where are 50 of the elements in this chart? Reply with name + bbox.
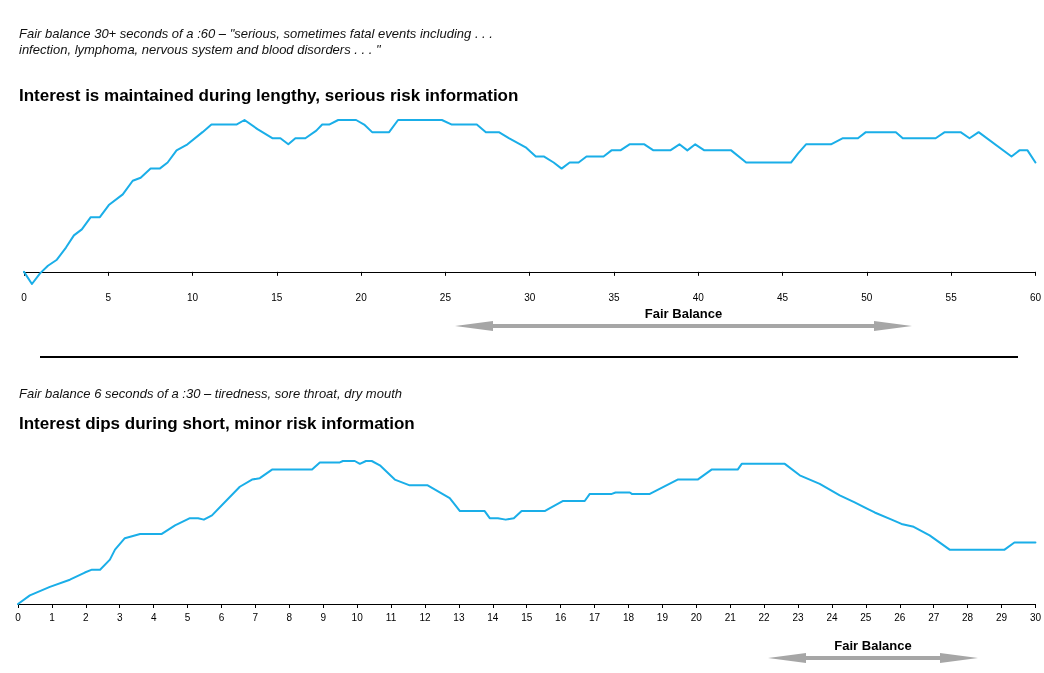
x-tick-label: 8 (286, 611, 293, 623)
x-tick-label: 25 (860, 611, 872, 623)
x-tick-label: 45 (777, 291, 789, 303)
x-tick-label: 19 (656, 611, 669, 623)
x-tick-label: 2 (83, 611, 90, 623)
x-tick-label: 27 (928, 611, 940, 623)
x-tick-label: 7 (252, 611, 259, 623)
x-tick-label: 1 (49, 611, 56, 623)
x-tick-label: 13 (453, 611, 465, 623)
chart-title: Interest is maintained during lengthy, serious risk information (19, 86, 519, 105)
x-tick-label: 20 (355, 291, 368, 303)
x-tick-label: 35 (608, 291, 620, 303)
chart-title: Interest dips during short, minor risk information (19, 414, 415, 433)
x-tick-label: 16 (555, 611, 567, 623)
x-tick-label: 3 (116, 611, 123, 623)
x-tick-label: 60 (1029, 291, 1042, 303)
x-tick-label: 4 (150, 611, 157, 623)
x-tick-label: 26 (894, 611, 906, 623)
x-tick-label: 11 (385, 611, 397, 623)
x-tick-label: 9 (320, 611, 327, 623)
x-tick-label: 5 (105, 291, 112, 303)
x-tick-label: 18 (622, 611, 635, 623)
x-tick-label: 55 (945, 291, 958, 303)
text: Fair Balance (833, 638, 913, 653)
x-tick-label: 29 (995, 611, 1008, 623)
x-tick-label: 24 (826, 611, 838, 623)
text: Fair Balance (643, 306, 724, 321)
x-tick-label: 0 (21, 291, 28, 303)
x-tick-label: 12 (419, 611, 431, 623)
x-tick-label: 10 (187, 291, 199, 303)
x-tick-label: 14 (487, 611, 499, 623)
chart-subtitle: Fair balance 30+ seconds of a :60 – "serious, sometimes fatal events including . . . infection, lymphoma, nervous system and blood disorders . . . " (19, 25, 493, 57)
x-tick-label: 0 (15, 611, 22, 623)
x-tick-label: 17 (588, 611, 601, 623)
x-tick-label: 21 (724, 611, 737, 623)
x-tick-label: 23 (792, 611, 805, 623)
x-tick-label: 15 (271, 291, 283, 303)
x-tick-label: 50 (861, 291, 873, 303)
x-tick-label: 30 (1029, 611, 1042, 623)
chart-subtitle: Fair balance 6 seconds of a :30 – tiredness, sore throat, dry mouth (19, 385, 402, 401)
x-tick-label: 22 (758, 611, 771, 623)
x-tick-label: 28 (962, 611, 974, 623)
x-tick-label: 25 (439, 291, 452, 303)
x-tick-label: 15 (521, 611, 533, 623)
x-tick-label: 6 (218, 611, 225, 623)
x-tick-label: 30 (524, 291, 536, 303)
x-tick-label: 20 (690, 611, 703, 623)
x-tick-label: 40 (692, 291, 705, 303)
x-tick-label: 10 (351, 611, 364, 623)
x-tick-label: 5 (184, 611, 191, 623)
